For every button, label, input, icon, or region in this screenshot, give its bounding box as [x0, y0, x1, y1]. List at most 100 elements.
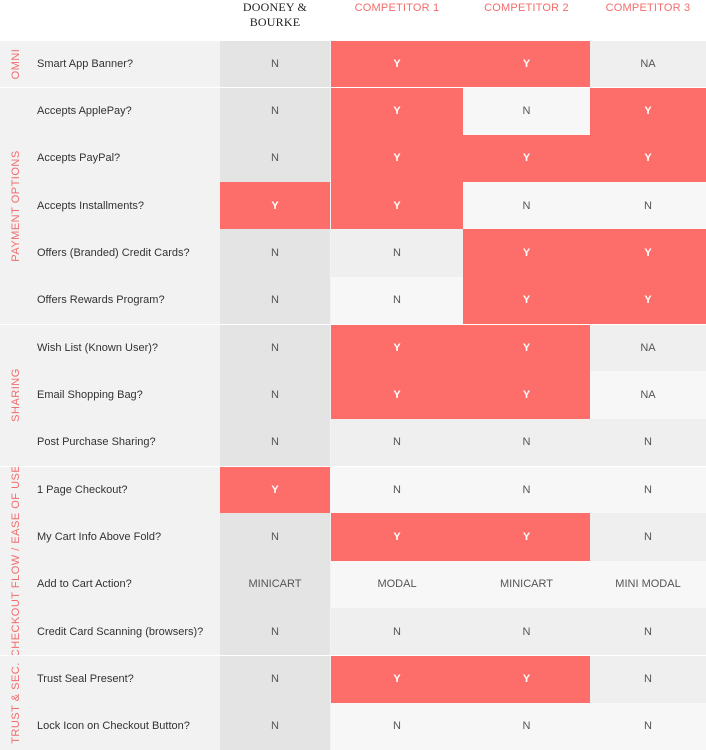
table-row: Wish List (Known User)? N Y Y NA [32, 323, 706, 372]
competitor-3-cell: N [590, 465, 706, 514]
brand-cell: N [220, 513, 330, 561]
section-label: SHARING [0, 324, 32, 466]
competitor-1-cell: N [331, 465, 463, 514]
competitor-2-cell: Y [463, 40, 590, 88]
competitor-1-cell: MODAL [331, 560, 463, 608]
row-question: Lock Icon on Checkout Button? [32, 702, 220, 750]
brand-cell: N [220, 702, 330, 750]
brand-cell: N [220, 229, 330, 277]
competitor-1-cell: N [331, 229, 463, 277]
table-row: Credit Card Scanning (browsers)? N N N N [32, 607, 706, 656]
row-question: 1 Page Checkout? [32, 465, 220, 514]
row-question: Accepts PayPal? [32, 134, 220, 182]
section-label: CHECKOUT FLOW / EASE OF USE [0, 464, 32, 657]
row-question: Accepts ApplePay? [32, 87, 220, 135]
competitor-2-cell: MINICART [463, 560, 590, 608]
section-divider [0, 323, 706, 325]
table-row: 1 Page Checkout? Y N N N [32, 465, 706, 514]
competitor-2-cell: Y [463, 513, 590, 561]
section-divider [0, 87, 706, 89]
row-question: Offers (Branded) Credit Cards? [32, 229, 220, 277]
table-row: Add to Cart Action? MINICART MODAL MINICART… [32, 560, 706, 608]
competitor-2-cell: Y [463, 323, 590, 372]
competitor-3-cell: NA [590, 40, 706, 88]
competitor-1-header: COMPETITOR 1 [354, 2, 440, 14]
section-trust-sec: TRUST & SEC. Trust Seal Present? N Y Y N Lock … [0, 655, 706, 750]
competitor-2-cell: N [463, 465, 590, 514]
brand-header: DOONEY & BOURKE [242, 0, 308, 29]
competitor-1-cell: Y [331, 513, 463, 561]
row-question: Accepts Installments? [32, 181, 220, 230]
competitor-3-cell: NA [590, 323, 706, 372]
competitor-1-cell: Y [331, 181, 463, 230]
brand-cell: N [220, 276, 330, 324]
section-omni: OMNI Smart App Banner? N Y Y NA [0, 40, 706, 88]
brand-cell: N [220, 87, 330, 135]
row-question: Credit Card Scanning (browsers)? [32, 607, 220, 656]
competitor-1-cell: N [331, 702, 463, 750]
table-row: My Cart Info Above Fold? N Y Y N [32, 513, 706, 561]
competitor-3-cell: N [590, 418, 706, 466]
competitor-2-cell: N [463, 702, 590, 750]
competitor-3-cell: N [590, 655, 706, 703]
section-payment-options: PAYMENT OPTIONS Accepts ApplePay? N Y N Y Acce… [0, 87, 706, 324]
brand-cell: N [220, 323, 330, 372]
competitor-3-cell: N [590, 702, 706, 750]
brand-cell: N [220, 607, 330, 656]
competitor-1-cell: Y [331, 371, 463, 419]
row-question: Wish List (Known User)? [32, 323, 220, 372]
brand-cell: N [220, 134, 330, 182]
competitor-3-cell: Y [590, 229, 706, 277]
row-question: Smart App Banner? [32, 40, 220, 88]
competitor-3-header: COMPETITOR 3 [605, 2, 691, 14]
competitor-1-cell: N [331, 276, 463, 324]
competitor-2-cell: Y [463, 134, 590, 182]
competitor-3-cell: N [590, 607, 706, 656]
table-row: Accepts ApplePay? N Y N Y [32, 87, 706, 135]
section-label-text: SHARING [10, 368, 22, 422]
competitor-2-cell: Y [463, 655, 590, 703]
row-question: Email Shopping Bag? [32, 371, 220, 419]
section-label-text: PAYMENT OPTIONS [10, 149, 22, 262]
competitor-3-cell: Y [590, 87, 706, 135]
brand-cell: N [220, 655, 330, 703]
row-question: Trust Seal Present? [32, 655, 220, 703]
competitor-1-cell: Y [331, 323, 463, 372]
brand-cell: Y [220, 465, 330, 514]
section-label-text: TRUST & SEC. [10, 661, 22, 744]
section-divider [0, 655, 706, 657]
competitor-3-cell: MINI MODAL [590, 560, 706, 608]
table-row: Email Shopping Bag? N Y Y NA [32, 371, 706, 419]
section-divider [0, 40, 706, 41]
brand-cell: N [220, 418, 330, 466]
table-row: Smart App Banner? N Y Y NA [32, 40, 706, 88]
row-question: My Cart Info Above Fold? [32, 513, 220, 561]
brand-cell: N [220, 371, 330, 419]
table-row: Trust Seal Present? N Y Y N [32, 655, 706, 703]
table-row: Accepts Installments? Y Y N N [32, 181, 706, 230]
section-label-text: CHECKOUT FLOW / EASE OF USE [10, 464, 22, 657]
competitor-1-cell: Y [331, 87, 463, 135]
brand-cell: Y [220, 181, 330, 230]
brand-cell: N [220, 40, 330, 88]
row-question: Add to Cart Action? [32, 560, 220, 608]
competitor-3-cell: NA [590, 371, 706, 419]
competitor-2-cell: N [463, 87, 590, 135]
competitor-2-cell: Y [463, 371, 590, 419]
competitor-1-cell: Y [331, 655, 463, 703]
section-label: PAYMENT OPTIONS [0, 87, 32, 324]
competitor-2-cell: N [463, 418, 590, 466]
section-divider [0, 465, 706, 467]
competitor-1-cell: N [331, 418, 463, 466]
competitor-3-cell: N [590, 181, 706, 230]
table-row: Offers Rewards Program? N N Y Y [32, 276, 706, 324]
competitor-2-cell: Y [463, 229, 590, 277]
competitor-1-cell: Y [331, 40, 463, 88]
competitor-1-cell: N [331, 607, 463, 656]
section-label: TRUST & SEC. [0, 655, 32, 750]
competitor-1-cell: Y [331, 134, 463, 182]
competitor-3-cell: Y [590, 276, 706, 324]
competitor-3-cell: N [590, 513, 706, 561]
competitor-2-cell: N [463, 607, 590, 656]
competitor-2-cell: Y [463, 276, 590, 324]
